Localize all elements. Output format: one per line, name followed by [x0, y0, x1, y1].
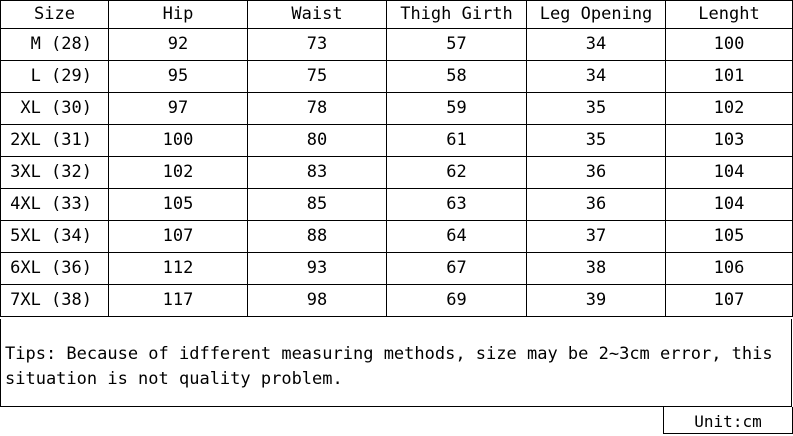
table-cell: 88 — [247, 220, 387, 253]
table-cell: 92 — [108, 28, 248, 61]
table-cell: 36 — [526, 188, 666, 221]
table-cell: 106 — [665, 252, 793, 285]
table-cell: 97 — [108, 92, 248, 125]
table-cell: 38 — [526, 252, 666, 285]
table-row: 4XL (33) 105 85 63 36 104 — [0, 188, 793, 221]
table-row: XL (30) 97 78 59 35 102 — [0, 92, 793, 125]
table-cell: 67 — [386, 252, 527, 285]
col-header-leg-opening: Leg Opening — [526, 0, 666, 29]
table-cell: 85 — [247, 188, 387, 221]
table-row: 5XL (34) 107 88 64 37 105 — [0, 220, 793, 253]
table-row: 3XL (32) 102 83 62 36 104 — [0, 156, 793, 189]
table-row: L (29) 95 75 58 34 101 — [0, 60, 793, 93]
size-cell: 2XL (31) — [0, 124, 109, 157]
table-cell: 107 — [108, 220, 248, 253]
table-row: 2XL (31) 100 80 61 35 103 — [0, 124, 793, 157]
size-table: Size Hip Waist Thigh Girth Leg Opening L… — [0, 0, 793, 317]
table-cell: 64 — [386, 220, 527, 253]
table-cell: 83 — [247, 156, 387, 189]
size-cell: 5XL (34) — [0, 220, 109, 253]
table-cell: 105 — [665, 220, 793, 253]
table-cell: 101 — [665, 60, 793, 93]
header-row: Size Hip Waist Thigh Girth Leg Opening L… — [0, 0, 793, 29]
table-cell: 36 — [526, 156, 666, 189]
table-cell: 78 — [247, 92, 387, 125]
table-cell: 34 — [526, 60, 666, 93]
table-cell: 35 — [526, 92, 666, 125]
col-header-size: Size — [0, 0, 109, 29]
table-row: 6XL (36) 112 93 67 38 106 — [0, 252, 793, 285]
table-cell: 107 — [665, 284, 793, 317]
table-row: 7XL (38) 117 98 69 39 107 — [0, 284, 793, 317]
table-cell: 105 — [108, 188, 248, 221]
col-header-hip: Hip — [108, 0, 248, 29]
table-cell: 80 — [247, 124, 387, 157]
size-cell: 4XL (33) — [0, 188, 109, 221]
table-cell: 98 — [247, 284, 387, 317]
table-cell: 62 — [386, 156, 527, 189]
table-cell: 63 — [386, 188, 527, 221]
table-cell: 34 — [526, 28, 666, 61]
table-cell: 59 — [386, 92, 527, 125]
col-header-thigh-girth: Thigh Girth — [386, 0, 527, 29]
col-header-waist: Waist — [247, 0, 387, 29]
tips-text: Tips: Because of idfferent measuring met… — [5, 344, 773, 389]
col-header-length: Lenght — [665, 0, 793, 29]
table-cell: 112 — [108, 252, 248, 285]
size-cell: 6XL (36) — [0, 252, 109, 285]
table-cell: 104 — [665, 188, 793, 221]
table-cell: 73 — [247, 28, 387, 61]
table-cell: 103 — [665, 124, 793, 157]
size-cell: M (28) — [0, 28, 109, 61]
size-cell: 3XL (32) — [0, 156, 109, 189]
tips-box: Tips: Because of idfferent measuring met… — [0, 319, 792, 407]
table-cell: 100 — [108, 124, 248, 157]
size-cell: XL (30) — [0, 92, 109, 125]
table-cell: 69 — [386, 284, 527, 317]
table-cell: 93 — [247, 252, 387, 285]
table-cell: 117 — [108, 284, 248, 317]
table-cell: 37 — [526, 220, 666, 253]
table-cell: 75 — [247, 60, 387, 93]
table-cell: 104 — [665, 156, 793, 189]
table-cell: 102 — [108, 156, 248, 189]
table-cell: 100 — [665, 28, 793, 61]
table-cell: 102 — [665, 92, 793, 125]
size-cell: 7XL (38) — [0, 284, 109, 317]
table-body: M (28) 92 73 57 34 100 L (29) 95 75 58 34 101 XL (30… — [0, 28, 793, 317]
table-cell: 35 — [526, 124, 666, 157]
table-row: M (28) 92 73 57 34 100 — [0, 28, 793, 61]
table-cell: 58 — [386, 60, 527, 93]
size-cell: L (29) — [0, 60, 109, 93]
table-cell: 39 — [526, 284, 666, 317]
table-cell: 61 — [386, 124, 527, 157]
table-cell: 57 — [386, 28, 527, 61]
table-cell: 95 — [108, 60, 248, 93]
unit-label: Unit:cm — [663, 407, 793, 434]
